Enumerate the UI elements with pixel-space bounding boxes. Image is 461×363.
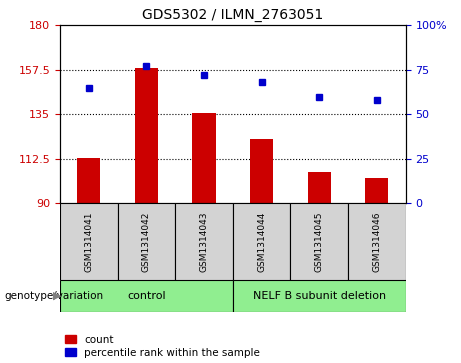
Bar [135,68,158,203]
Text: GSM1314044: GSM1314044 [257,211,266,272]
Bar [175,203,233,280]
Bar [308,172,331,203]
Bar [60,203,118,280]
Title: GDS5302 / ILMN_2763051: GDS5302 / ILMN_2763051 [142,8,324,22]
Text: GSM1314043: GSM1314043 [200,211,208,272]
Bar [365,178,388,203]
Text: control: control [127,291,165,301]
Text: genotype/variation: genotype/variation [5,291,104,301]
Text: GSM1314041: GSM1314041 [84,211,93,272]
Bar [348,203,406,280]
Bar [233,280,406,312]
Legend: count, percentile rank within the sample: count, percentile rank within the sample [65,335,260,358]
Bar [118,203,175,280]
Text: GSM1314042: GSM1314042 [142,211,151,272]
Bar [250,139,273,203]
Text: NELF B subunit deletion: NELF B subunit deletion [253,291,386,301]
Text: GSM1314045: GSM1314045 [315,211,324,272]
Text: GSM1314046: GSM1314046 [372,211,381,272]
Text: ▶: ▶ [53,291,62,301]
Bar [233,203,290,280]
Bar [77,158,100,203]
Bar [193,113,216,203]
Bar [60,280,233,312]
Bar [290,203,348,280]
